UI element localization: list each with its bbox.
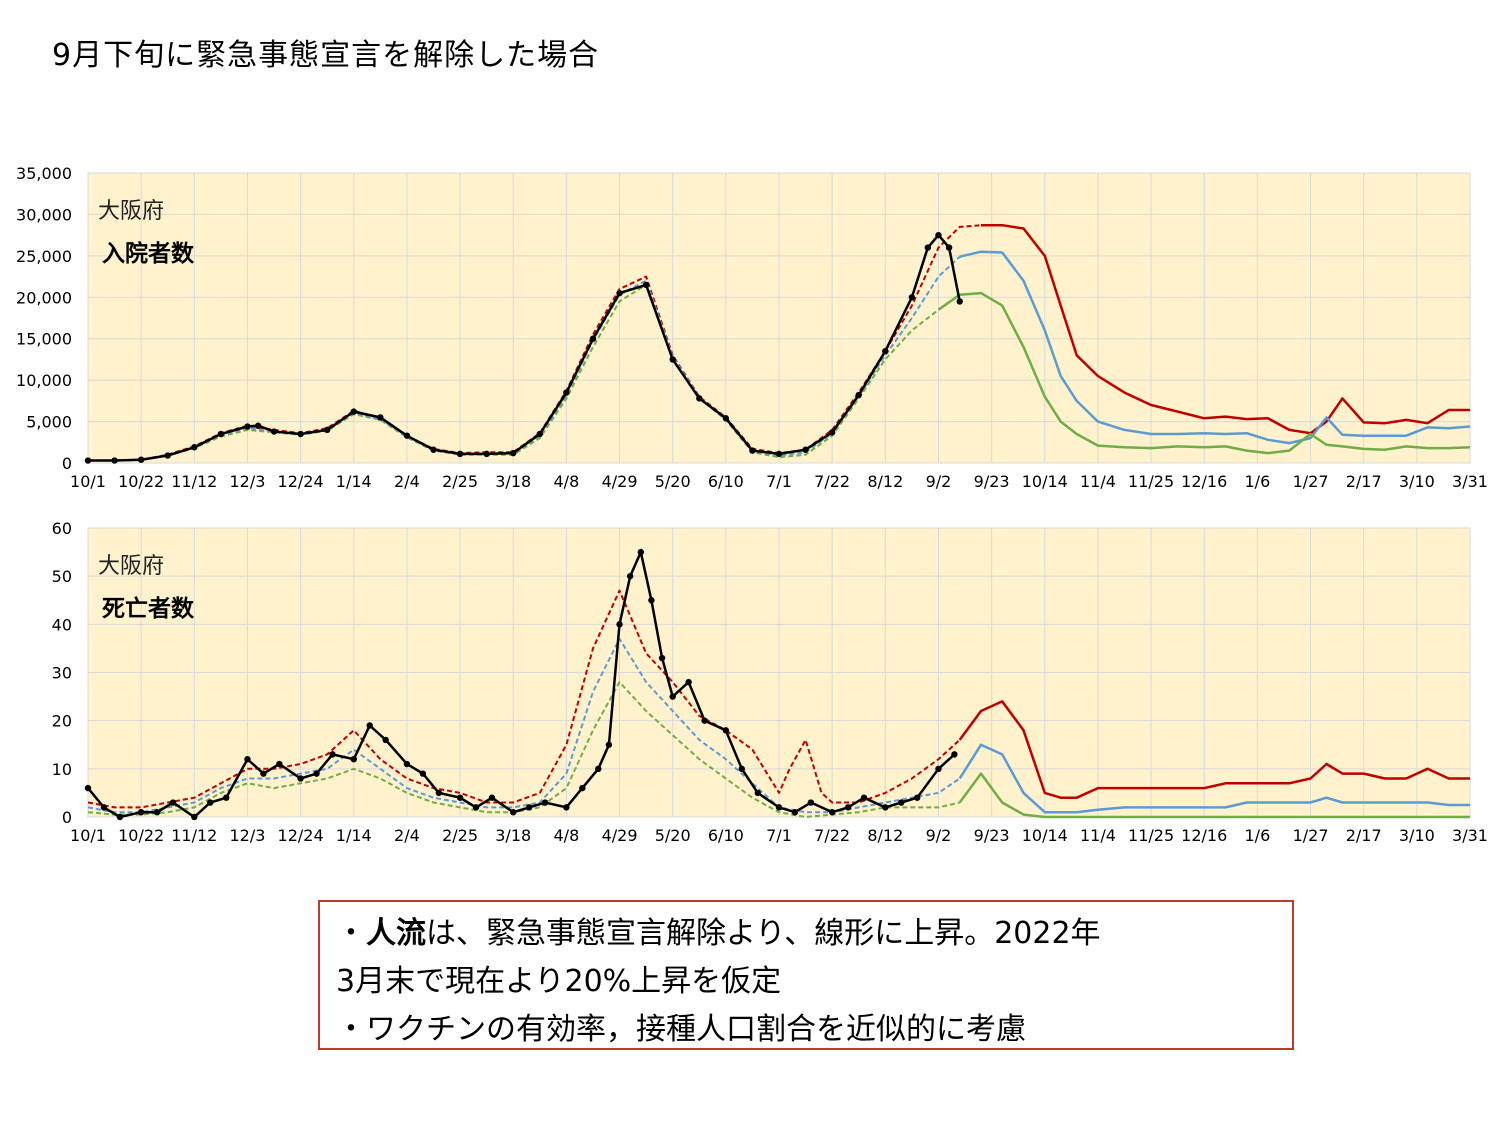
y-tick-label: 10 [52, 760, 72, 779]
x-tick-label: 12/16 [1181, 826, 1227, 845]
x-tick-label: 12/24 [278, 472, 324, 491]
x-tick-label: 10/1 [70, 472, 106, 491]
y-tick-label: 30,000 [16, 205, 72, 224]
x-tick-label: 11/25 [1128, 472, 1174, 491]
x-tick-label: 10/14 [1022, 826, 1068, 845]
x-tick-label: 2/4 [394, 826, 420, 845]
x-tick-label: 1/14 [336, 826, 372, 845]
series-line-blue-dashed [88, 255, 961, 462]
charts-svg: 10/1 10/22 11/12 12/3 12/24 1/14 2/4 2/25 3/18 4/… [16, 164, 1488, 845]
y-tick-label: 25,000 [16, 247, 72, 266]
x-tick-label: 3/31 [1452, 472, 1488, 491]
series-line-red-solid [981, 223, 1470, 435]
x-tick-label: 2/25 [442, 472, 478, 491]
x-tick-label: 10/22 [118, 826, 164, 845]
y-tick-label: 20 [52, 712, 72, 731]
x-tick-label: 9/2 [926, 472, 952, 491]
x-tick-label: 4/8 [554, 472, 580, 491]
x-tick-label: 3/31 [1452, 826, 1488, 845]
x-tick-label: 9/23 [974, 472, 1010, 491]
region-label: 大阪府 [98, 199, 164, 224]
x-tick-label: 11/4 [1080, 826, 1116, 845]
x-tick-label: 1/27 [1293, 826, 1329, 845]
observed-trend-line [87, 548, 956, 819]
x-tick-label: 4/29 [602, 472, 638, 491]
note-line-2: 3月末で現在より20%上昇を仮定 [336, 964, 782, 999]
observed-trend-line [88, 233, 961, 462]
x-tick-label: 12/3 [229, 472, 265, 491]
x-tick-label: 1/6 [1245, 826, 1271, 845]
y-tick-label: 35,000 [16, 164, 72, 183]
x-tick-label: 3/10 [1399, 472, 1435, 491]
x-tick-label: 8/12 [867, 472, 903, 491]
x-tick-label: 1/27 [1293, 472, 1329, 491]
x-tick-label: 11/12 [171, 826, 217, 845]
x-tick-label: 2/17 [1346, 472, 1382, 491]
page-title: 9月下旬に緊急事態宣言を解除した場合 [52, 38, 600, 73]
series-line-red-dashed [87, 589, 961, 809]
assumption-note-box: ・人流は、緊急事態宣言解除より、線形に上昇。2022年 3月末で現在より20%上… [318, 900, 1294, 1050]
y-tick-label: 10,000 [16, 371, 72, 390]
x-tick-label: 5/20 [655, 472, 691, 491]
x-tick-label: 11/12 [171, 472, 217, 491]
x-tick-label: 7/1 [766, 472, 792, 491]
x-tick-label: 10/22 [118, 472, 164, 491]
x-tick-label: 4/8 [554, 826, 580, 845]
note-line-1: ・人流は、緊急事態宣言解除より、線形に上昇。2022年 [336, 910, 1276, 958]
x-tick-label: 3/10 [1399, 826, 1435, 845]
note-keyword: 人流 [366, 916, 426, 951]
x-tick-label: 3/18 [495, 826, 531, 845]
x-tick-label: 11/25 [1128, 826, 1174, 845]
x-tick-label: 9/2 [926, 826, 952, 845]
x-tick-label: 10/14 [1022, 472, 1068, 491]
series-line-blue-solid [958, 743, 1470, 814]
series-line-green-solid [958, 772, 1470, 819]
metric-label: 死亡者数 [102, 595, 195, 622]
y-tick-label: 50 [52, 567, 72, 586]
y-tick-label: 0 [62, 454, 72, 473]
metric-label: 入院者数 [102, 240, 195, 267]
x-tick-label: 4/29 [602, 826, 638, 845]
note-bullet: ・ [336, 916, 366, 951]
x-tick-label: 6/10 [708, 472, 744, 491]
x-tick-label: 12/3 [229, 826, 265, 845]
x-tick-label: 7/22 [814, 472, 850, 491]
x-tick-label: 12/24 [278, 826, 324, 845]
x-tick-label: 5/20 [655, 826, 691, 845]
series-line-green-solid [937, 291, 1471, 455]
x-tick-label: 2/4 [394, 472, 420, 491]
x-tick-label: 2/25 [442, 826, 478, 845]
y-tick-label: 40 [52, 615, 72, 634]
x-tick-label: 7/22 [814, 826, 850, 845]
y-tick-label: 60 [52, 519, 72, 538]
note-line-1-text: は、緊急事態宣言解除より、線形に上昇。2022年 [426, 916, 1101, 951]
x-tick-label: 1/6 [1245, 472, 1271, 491]
x-tick-label: 1/14 [336, 472, 372, 491]
x-tick-label: 7/1 [766, 826, 792, 845]
x-tick-label: 2/17 [1346, 826, 1382, 845]
x-tick-label: 6/10 [708, 826, 744, 845]
x-tick-label: 10/1 [70, 826, 106, 845]
y-tick-label: 15,000 [16, 330, 72, 349]
y-tick-label: 0 [62, 808, 72, 827]
series-line-blue-dashed [87, 637, 961, 814]
series-line-green-dashed [87, 681, 960, 818]
y-tick-label: 30 [52, 664, 72, 683]
region-label: 大阪府 [98, 554, 164, 579]
note-line-3: ・ワクチンの有効率，接種人口割合を近似的に考慮 [336, 1012, 1026, 1047]
y-tick-label: 20,000 [16, 288, 72, 307]
y-tick-label: 5,000 [26, 413, 72, 432]
series-line-red-solid [958, 700, 1470, 799]
x-tick-label: 12/16 [1181, 472, 1227, 491]
x-tick-label: 11/4 [1080, 472, 1116, 491]
x-tick-label: 9/23 [974, 826, 1010, 845]
x-tick-label: 3/18 [495, 472, 531, 491]
series-line-blue-solid [959, 250, 1471, 445]
x-tick-label: 8/12 [867, 826, 903, 845]
